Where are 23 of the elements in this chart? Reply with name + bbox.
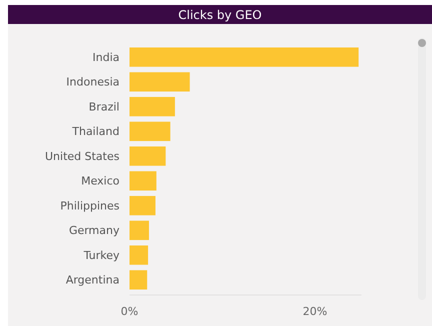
x-tick-label: 20% <box>302 305 328 318</box>
x-tick-label: 0% <box>120 305 138 318</box>
y-tick-label: Mexico <box>81 174 120 188</box>
bar <box>130 47 359 67</box>
y-tick-label: Philippines <box>60 199 120 212</box>
bar <box>130 146 166 166</box>
y-tick-label: Turkey <box>82 248 120 262</box>
y-tick-label: United States <box>45 150 120 163</box>
y-tick-label: Germany <box>68 224 120 238</box>
bar <box>130 122 170 142</box>
y-tick-label: Argentina <box>66 274 120 287</box>
bar <box>130 72 190 92</box>
y-tick-label: India <box>92 50 120 64</box>
y-tick-label: Indonesia <box>66 76 120 89</box>
bar <box>130 171 156 191</box>
y-tick-label: Thailand <box>71 125 120 138</box>
chart-title: Clicks by GEO <box>178 8 262 22</box>
bar <box>130 220 149 240</box>
bar <box>130 245 148 265</box>
y-tick-label: Brazil <box>88 100 120 114</box>
bar <box>130 270 148 290</box>
bar <box>130 96 175 116</box>
bar <box>130 196 156 216</box>
